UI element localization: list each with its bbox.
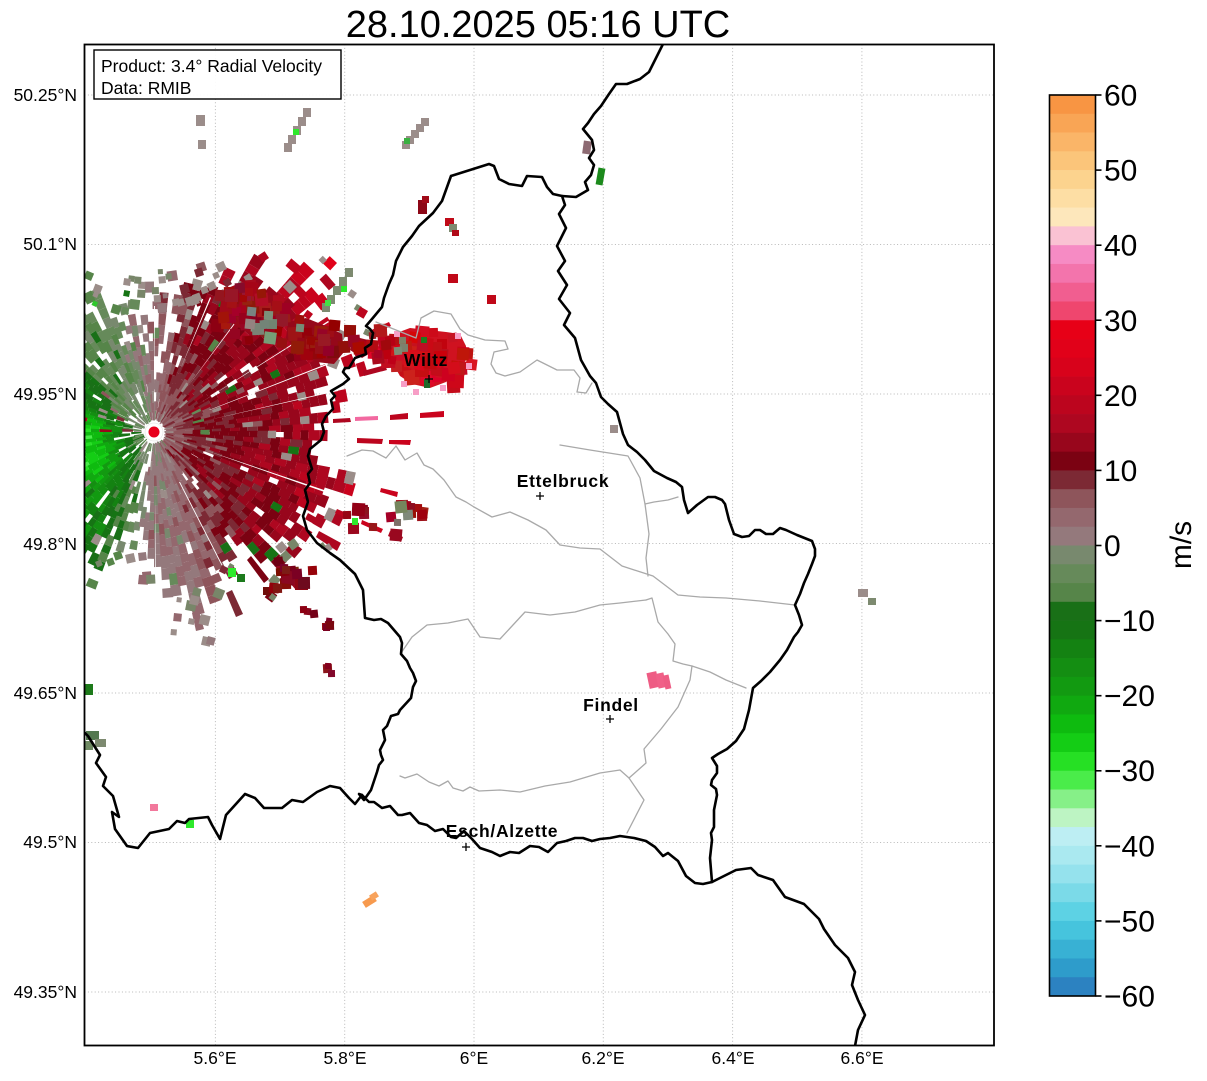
svg-text:49.5°N: 49.5°N [23,832,77,852]
svg-text:5.8°E: 5.8°E [324,1048,367,1068]
svg-text:Findel: Findel [583,695,639,715]
svg-text:6.6°E: 6.6°E [841,1048,884,1068]
svg-text:0: 0 [1104,530,1121,563]
svg-text:28.10.2025 05:16 UTC: 28.10.2025 05:16 UTC [346,4,731,46]
svg-text:50.25°N: 50.25°N [14,85,77,105]
svg-text:10: 10 [1104,455,1137,488]
svg-text:30: 30 [1104,305,1137,338]
svg-text:50.1°N: 50.1°N [23,234,77,254]
svg-text:49.65°N: 49.65°N [14,683,77,703]
svg-text:5.6°E: 5.6°E [194,1048,237,1068]
svg-text:20: 20 [1104,380,1137,413]
svg-text:Wiltz: Wiltz [404,350,448,370]
svg-text:49.95°N: 49.95°N [14,384,77,404]
svg-text:−20: −20 [1104,680,1155,713]
svg-text:60: 60 [1104,80,1137,113]
svg-text:6.4°E: 6.4°E [712,1048,755,1068]
svg-text:Product: 3.4° Radial Velocity: Product: 3.4° Radial Velocity [101,56,322,76]
svg-text:6.2°E: 6.2°E [582,1048,625,1068]
svg-text:m/s: m/s [1165,521,1198,569]
svg-text:50: 50 [1104,155,1137,188]
svg-text:6°E: 6°E [460,1048,488,1068]
svg-text:40: 40 [1104,230,1137,263]
svg-text:Data: RMIB: Data: RMIB [101,78,191,98]
svg-text:Esch/Alzette: Esch/Alzette [446,821,558,841]
svg-text:49.35°N: 49.35°N [14,982,77,1002]
svg-text:−60: −60 [1104,981,1155,1014]
svg-text:−50: −50 [1104,905,1155,938]
svg-text:−30: −30 [1104,755,1155,788]
svg-text:Ettelbruck: Ettelbruck [517,471,610,491]
svg-text:−40: −40 [1104,830,1155,863]
svg-text:49.8°N: 49.8°N [23,534,77,554]
svg-text:−10: −10 [1104,605,1155,638]
